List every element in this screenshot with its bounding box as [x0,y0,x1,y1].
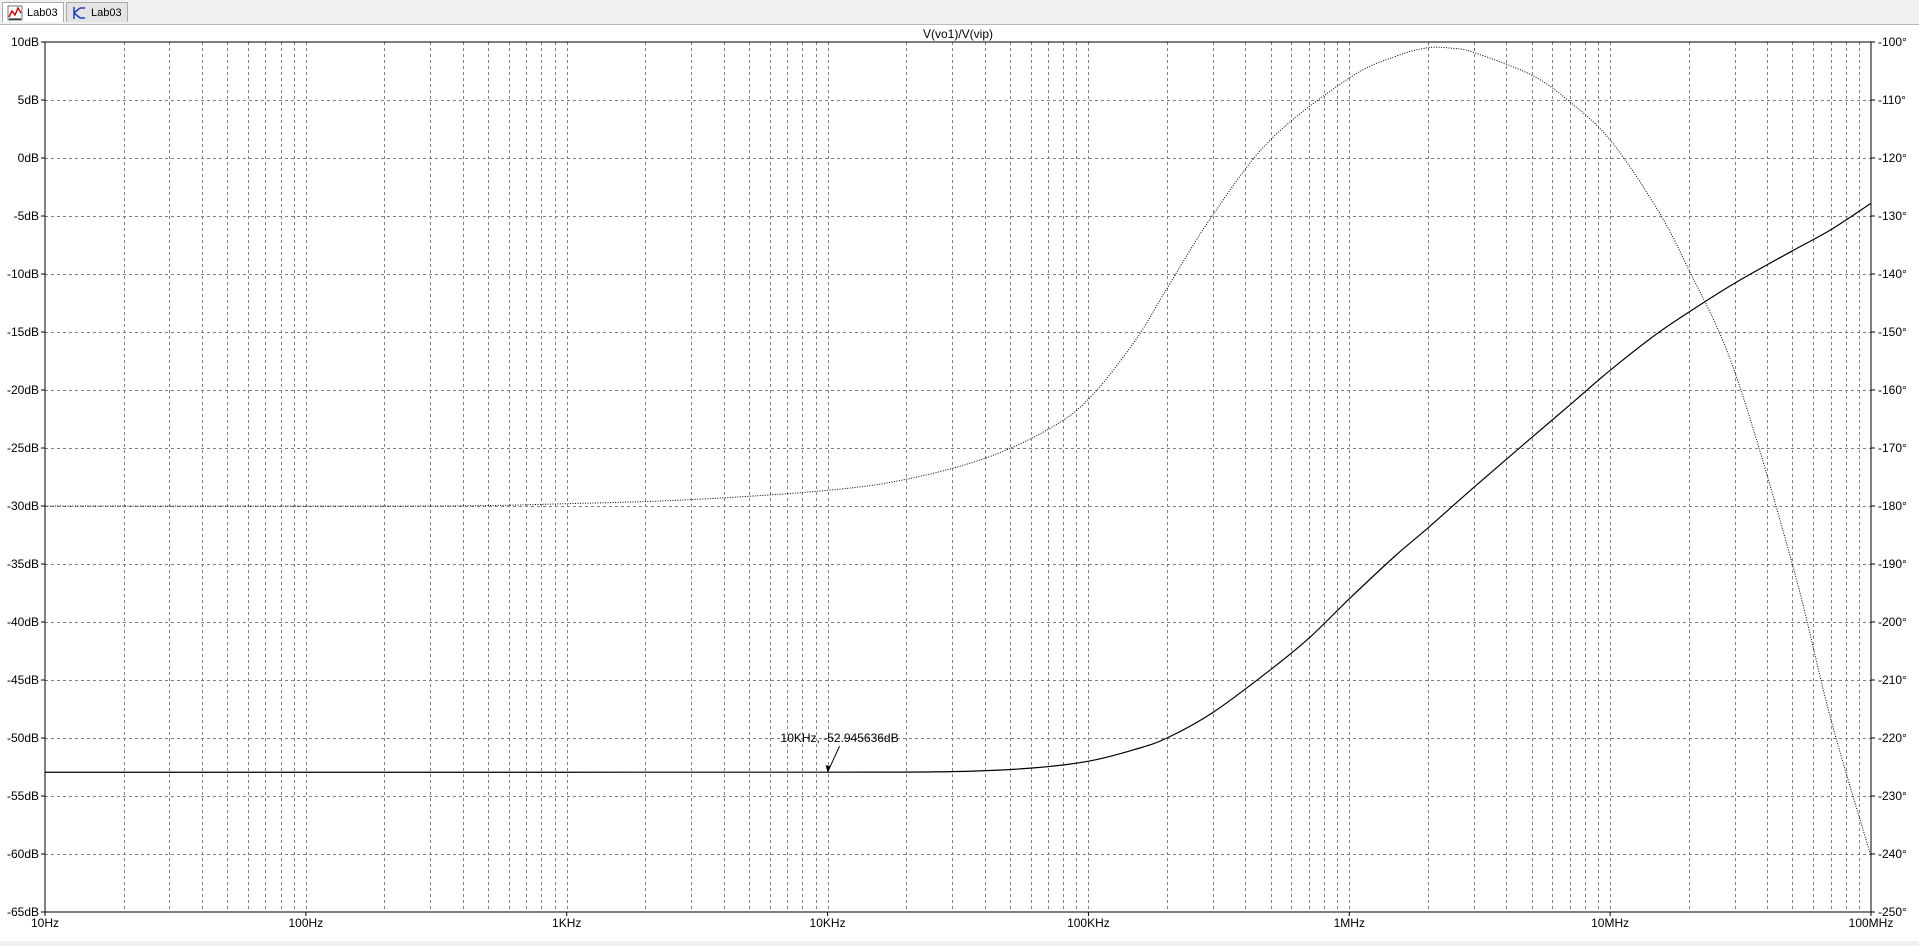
y-left-tick-label: -35dB [7,557,39,571]
y-right-tick-label: -230° [1878,789,1907,803]
y-right-tick-label: -190° [1878,557,1907,571]
waveform-viewer-icon [7,5,23,21]
y-left-tick-label: 0dB [18,151,39,165]
y-right-tick-label: -140° [1878,267,1907,281]
x-tick-label: 1KHz [552,916,581,930]
y-left-tick-label: -5dB [14,209,39,223]
x-tick-label: 10Hz [31,916,59,930]
y-left-tick-label: 5dB [18,93,39,107]
series-layer [44,46,1872,857]
tab-waveform-lab03[interactable]: Lab03 [2,2,64,22]
y-left-tick-label: -55dB [7,789,39,803]
y-left-tick-label: -30dB [7,499,39,513]
x-tick-label: 100Hz [289,916,324,930]
tab-bar: Lab03 Lab03 [0,0,1919,25]
y-right-tick-label: -160° [1878,383,1907,397]
y-right-tick-label: -200° [1878,615,1907,629]
y-right-tick-label: -150° [1878,325,1907,339]
y-left-tick-label: -10dB [7,267,39,281]
y-left-tick-label: -65dB [7,905,39,919]
y-right-tick-label: -120° [1878,151,1907,165]
grid [45,42,1871,912]
tab-schematic-lab03[interactable]: Lab03 [66,2,128,22]
y-right-tick-label: -110° [1878,93,1906,107]
y-left-tick-label: -25dB [7,441,39,455]
y-left-tick-label: 10dB [11,35,39,49]
x-tick-label: 10KHz [810,916,846,930]
y-left-tick-label: -15dB [7,325,39,339]
chart-title[interactable]: V(vo1)/V(vip) [923,27,993,41]
y-right-tick-label: -250° [1878,905,1907,919]
annotation-arrowhead [825,765,831,773]
y-left-tick-label: -50dB [7,731,39,745]
y-right-tick-label: -180° [1878,499,1907,513]
tab-label: Lab03 [27,6,58,19]
x-tick-label: 10MHz [1591,916,1629,930]
tab-label: Lab03 [91,6,122,19]
y-right-tick-label: -220° [1878,731,1907,745]
y-right-tick-label: -240° [1878,847,1907,861]
y-left-tick-label: -40dB [7,615,39,629]
magnitude-series-line [44,202,1872,773]
x-tick-label: 1MHz [1334,916,1365,930]
bode-plot: 10Hz 100Hz 1KHz 10KHz 100KHz 1MHz 10MHz 100MHz 1… [7,27,1907,930]
waveform-plot-pane[interactable]: 10Hz 100Hz 1KHz 10KHz 100KHz 1MHz 10MHz 100MHz 1… [0,25,1919,941]
y-right-tick-label: -130° [1878,209,1907,223]
tick-labels: 10Hz 100Hz 1KHz 10KHz 100KHz 1MHz 10MHz 100MHz 1… [7,35,1907,930]
schematic-icon [71,5,87,21]
plot-frame [44,41,1872,913]
y-left-tick-label: -60dB [7,847,39,861]
y-right-tick-label: -210° [1878,673,1907,687]
annotations: 10KHz, -52.945636dB [781,731,899,773]
y-left-tick-label: -20dB [7,383,39,397]
phase-series-line [44,46,1872,857]
annotation-label: 10KHz, -52.945636dB [781,731,899,745]
y-left-tick-label: -45dB [7,673,39,687]
y-right-tick-label: -170° [1878,441,1907,455]
y-right-tick-label: -100° [1878,35,1907,49]
x-tick-label: 100MHz [1849,916,1894,930]
x-tick-label: 100KHz [1067,916,1110,930]
